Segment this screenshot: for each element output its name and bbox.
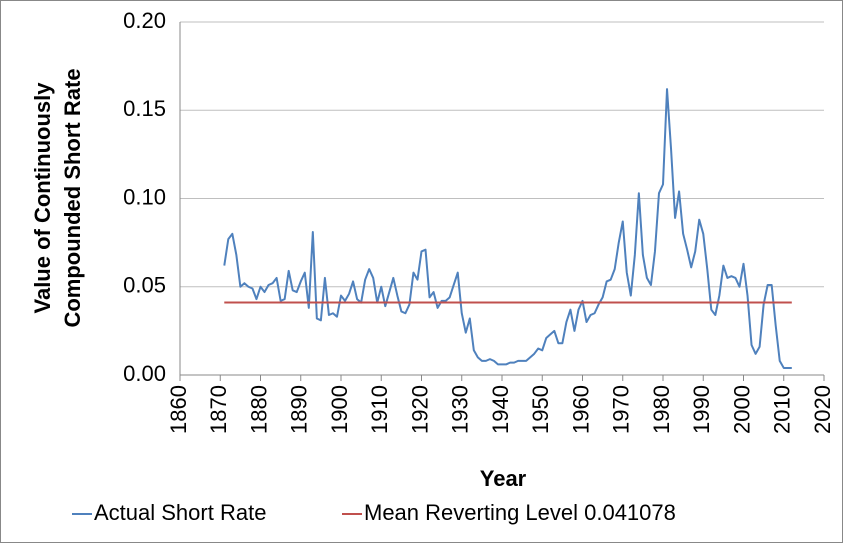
x-tick-label: 1890 <box>287 385 312 434</box>
x-tick-label: 1940 <box>488 385 513 434</box>
x-tick-label: 1910 <box>367 385 392 434</box>
x-tick-label: 1880 <box>246 385 271 434</box>
x-tick-label: 1870 <box>206 385 231 434</box>
y-tick-label: 0.05 <box>123 273 166 298</box>
x-tick-label: 1970 <box>609 385 634 434</box>
y-tick-label: 0.10 <box>123 184 166 209</box>
legend-label: Mean Reverting Level 0.041078 <box>364 500 676 525</box>
x-tick-label: 1950 <box>528 385 553 434</box>
x-tick-label: 1860 <box>166 385 191 434</box>
x-tick-label: 1980 <box>649 385 674 434</box>
x-tick-label: 1990 <box>689 385 714 434</box>
x-tick-label: 1900 <box>327 385 352 434</box>
x-tick-label: 2020 <box>810 385 835 434</box>
y-tick-label: 0.20 <box>123 8 166 33</box>
x-tick-label: 1960 <box>568 385 593 434</box>
y-axis-label: Compounded Short Rate <box>60 68 85 327</box>
y-tick-label: 0.00 <box>123 361 166 386</box>
x-tick-label: 2010 <box>770 385 795 434</box>
series-line <box>223 88 792 369</box>
x-tick-label: 1930 <box>448 385 473 434</box>
x-tick-label: 1920 <box>407 385 432 434</box>
legend-label: Actual Short Rate <box>94 500 266 525</box>
x-tick-label: 2000 <box>729 385 754 434</box>
y-axis-label: Value of Continuously <box>30 82 55 314</box>
x-axis-label: Year <box>480 466 527 491</box>
y-tick-label: 0.15 <box>123 96 166 121</box>
